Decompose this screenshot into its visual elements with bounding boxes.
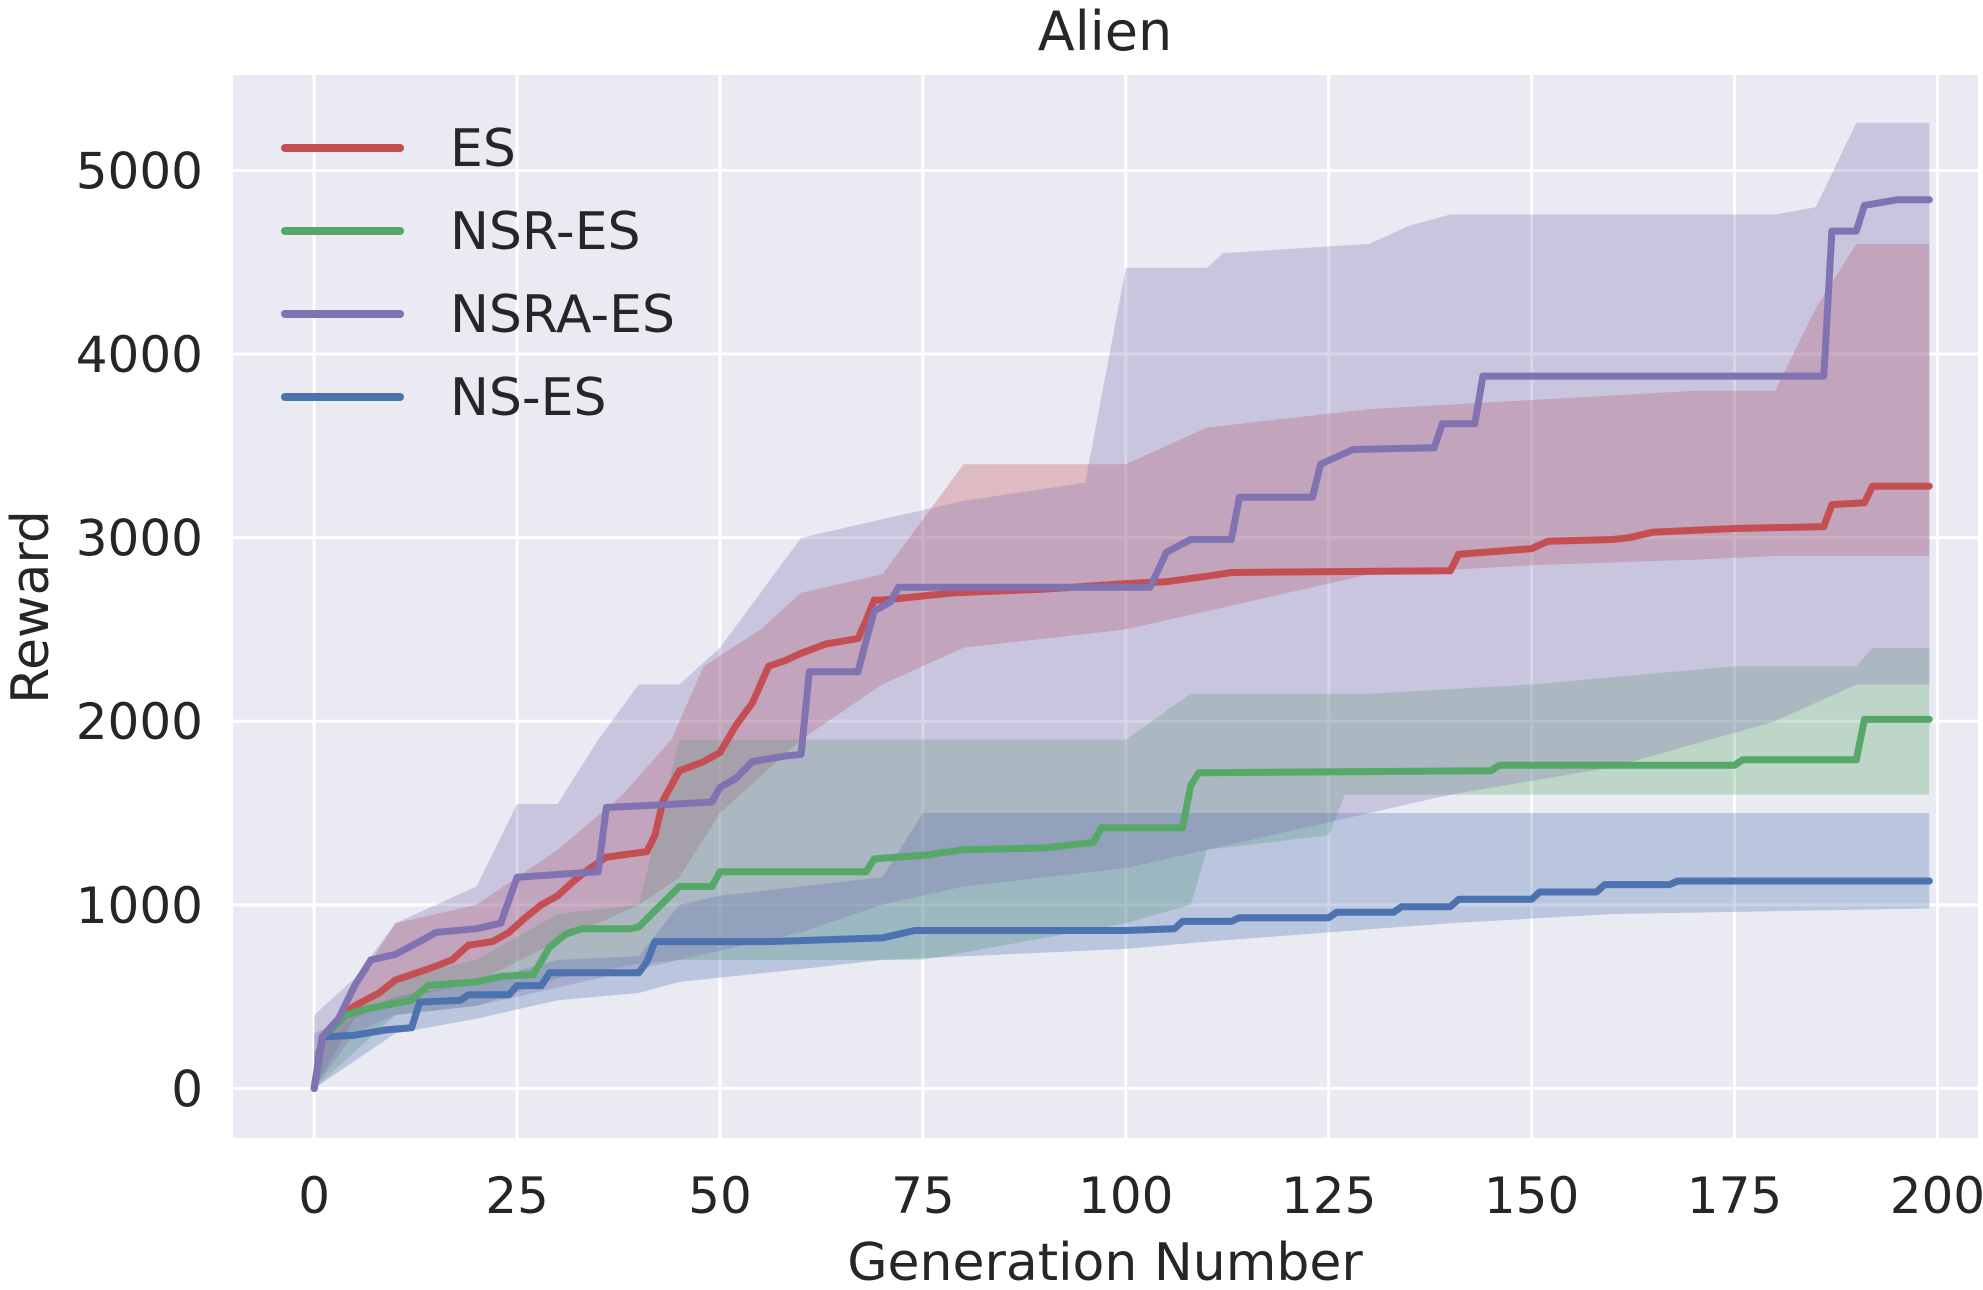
legend-label: NSR-ES: [450, 202, 641, 262]
y-tick-label: 0: [171, 1060, 203, 1118]
legend: ES NSR-ES NSRA-ES NS-ES: [281, 119, 675, 428]
legend-label: NS-ES: [450, 368, 607, 428]
band-nsr-es: [314, 647, 1930, 1089]
band-es: [314, 243, 1930, 1089]
band-nsra-es: [314, 122, 1930, 1089]
legend-label: NSRA-ES: [450, 285, 675, 345]
y-tick-label: 1000: [76, 877, 203, 935]
y-tick-label: 4000: [76, 326, 203, 384]
grid: [233, 75, 1978, 1138]
plot-background: [233, 75, 1978, 1138]
line-nsr-es: [310, 715, 1933, 1092]
y-tick-label: 2000: [76, 693, 203, 751]
y-tick-label: 3000: [76, 510, 203, 568]
legend-label: ES: [450, 119, 516, 179]
x-tick-label: 0: [298, 1167, 330, 1225]
x-axis-label: Generation Number: [847, 1233, 1363, 1290]
line-es: [310, 482, 1933, 1092]
x-tick-labels: 0 25 50 75 100 125 150 175 200: [298, 1167, 1983, 1225]
line-ns-es: [310, 877, 1933, 1092]
x-tick-label: 125: [1281, 1167, 1376, 1225]
x-tick-label: 200: [1890, 1167, 1983, 1225]
x-tick-label: 175: [1687, 1167, 1782, 1225]
y-tick-label: 5000: [76, 142, 203, 200]
y-axis-label: Reward: [1, 510, 61, 704]
confidence-bands: [314, 122, 1930, 1089]
x-tick-label: 75: [891, 1167, 955, 1225]
x-tick-label: 25: [485, 1167, 549, 1225]
line-nsra-es: [310, 196, 1933, 1092]
y-tick-labels: 0 1000 2000 3000 4000 5000: [76, 142, 203, 1118]
x-tick-label: 150: [1484, 1167, 1579, 1225]
x-tick-label: 50: [688, 1167, 752, 1225]
series-lines: [310, 196, 1933, 1092]
band-ns-es: [314, 813, 1930, 1089]
x-tick-label: 100: [1078, 1167, 1173, 1225]
chart-title: Alien: [1038, 0, 1172, 63]
